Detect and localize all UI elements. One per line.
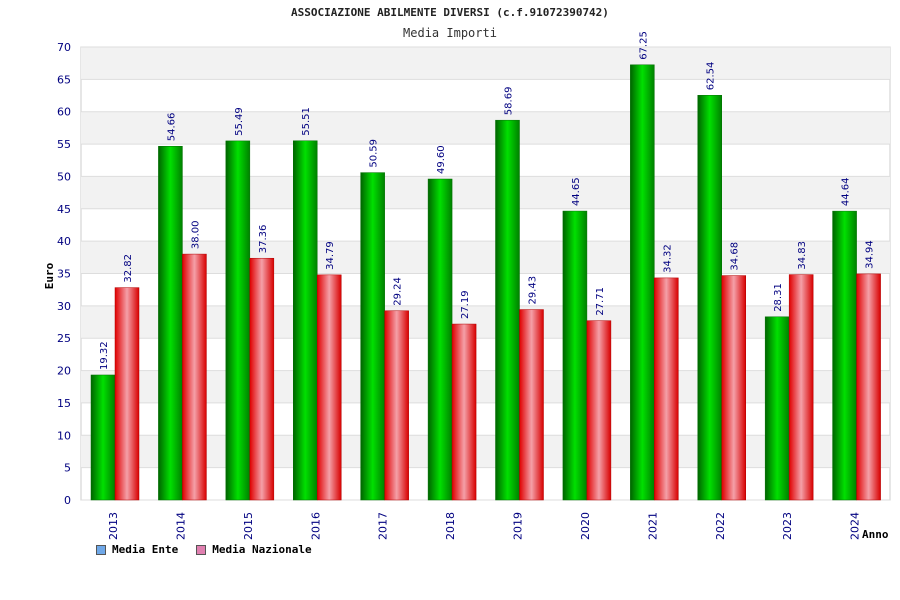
data-label-ente: 50.59 [369, 139, 380, 168]
y-tick-label: 5 [64, 462, 71, 475]
data-label-ente: 62.54 [706, 62, 717, 91]
data-label-ente: 55.49 [234, 107, 245, 136]
data-label-ente: 28.31 [773, 283, 784, 312]
bar-ente [158, 146, 183, 501]
legend-item-ente: Media Ente [96, 543, 178, 556]
x-tick-label: 2020 [579, 512, 592, 540]
bar-nazionale [384, 310, 409, 501]
data-label-nazionale: 34.94 [865, 240, 876, 269]
data-label-ente: 67.25 [638, 31, 649, 60]
bar-ente [293, 140, 318, 501]
y-tick-label: 45 [57, 203, 71, 216]
data-label-nazionale: 34.32 [662, 244, 673, 273]
bar-ente [225, 140, 251, 501]
y-tick-label: 10 [57, 429, 71, 442]
x-axis-label: Anno [862, 528, 889, 541]
bar-nazionale [721, 275, 746, 501]
y-tick-label: 60 [57, 106, 71, 119]
x-tick-label: 2014 [174, 512, 187, 540]
x-tick-label: 2018 [444, 512, 457, 540]
bar-nazionale [451, 323, 477, 501]
data-label-ente: 44.65 [571, 177, 582, 206]
y-tick-label: 40 [57, 235, 71, 248]
bar-ente [562, 210, 588, 501]
legend-swatch-ente [96, 544, 106, 555]
x-tick-label: 2017 [377, 512, 390, 540]
y-tick-label: 70 [57, 41, 71, 54]
bar-ente [90, 374, 116, 501]
y-tick-label: 0 [64, 494, 71, 507]
data-label-ente: 19.32 [99, 341, 110, 370]
legend: Media Ente Media Nazionale [96, 543, 312, 556]
y-tick-label: 50 [57, 170, 71, 183]
grid-band [81, 435, 890, 468]
x-tick-label: 2019 [512, 512, 525, 540]
data-label-nazionale: 38.00 [190, 220, 201, 249]
bar-ente [630, 64, 655, 501]
x-tick-label: 2022 [714, 512, 727, 540]
bar-nazionale [856, 273, 881, 501]
bar-ente [360, 172, 385, 501]
legend-item-nazionale: Media Nazionale [196, 543, 312, 556]
grid-band [81, 47, 890, 80]
bar-ente [832, 210, 857, 501]
bar-nazionale [114, 287, 140, 501]
data-label-nazionale: 27.71 [595, 287, 606, 316]
legend-swatch-nazionale [196, 544, 207, 555]
x-tick-label: 2023 [781, 512, 794, 540]
bar-ente [764, 316, 790, 501]
bar-ente [427, 178, 453, 501]
grid-band [81, 370, 890, 403]
x-tick-label: 2015 [242, 512, 255, 540]
data-label-nazionale: 27.19 [460, 290, 471, 319]
data-label-nazionale: 34.79 [325, 241, 336, 270]
grid-band [81, 241, 890, 274]
y-tick-label: 25 [57, 332, 71, 345]
data-label-nazionale: 34.83 [797, 241, 808, 270]
data-label-ente: 55.51 [301, 107, 312, 136]
bar-nazionale [788, 274, 814, 501]
bar-nazionale [519, 309, 544, 501]
grid-band [81, 111, 890, 145]
data-label-nazionale: 29.43 [528, 276, 539, 305]
legend-label-nazionale: Media Nazionale [212, 543, 312, 556]
y-tick-label: 15 [57, 397, 71, 410]
y-tick-label: 35 [57, 268, 71, 281]
chart-subtitle: Media Importi [403, 26, 497, 40]
bar-nazionale [586, 320, 612, 501]
data-label-nazionale: 37.36 [258, 225, 269, 254]
x-tick-label: 2021 [646, 512, 659, 540]
x-tick-label: 2016 [309, 512, 322, 540]
legend-label-ente: Media Ente [112, 543, 179, 556]
bar-nazionale [182, 253, 207, 501]
bar-nazionale [654, 277, 679, 501]
data-label-ente: 58.69 [504, 87, 515, 116]
grid-band [81, 176, 890, 209]
grid-band [81, 305, 890, 339]
y-axis-label: Euro [43, 262, 56, 289]
data-label-nazionale: 29.24 [393, 277, 404, 306]
y-tick-label: 20 [57, 365, 71, 378]
data-label-ente: 44.64 [841, 177, 852, 206]
y-tick-label: 65 [57, 73, 71, 86]
chart-title: ASSOCIAZIONE ABILMENTE DIVERSI (c.f.9107… [291, 6, 609, 19]
data-label-nazionale: 32.82 [123, 254, 134, 283]
bar-nazionale [317, 274, 342, 501]
bar-ente [697, 95, 722, 501]
data-label-ente: 54.66 [166, 113, 177, 142]
x-tick-label: 2013 [107, 512, 120, 540]
data-label-nazionale: 34.68 [730, 242, 741, 271]
bar-nazionale [249, 257, 275, 501]
data-label-ente: 49.60 [436, 145, 447, 174]
y-tick-label: 30 [57, 300, 71, 313]
y-tick-label: 55 [57, 138, 71, 151]
bar-ente [495, 119, 520, 501]
x-tick-label: 2024 [849, 512, 862, 540]
